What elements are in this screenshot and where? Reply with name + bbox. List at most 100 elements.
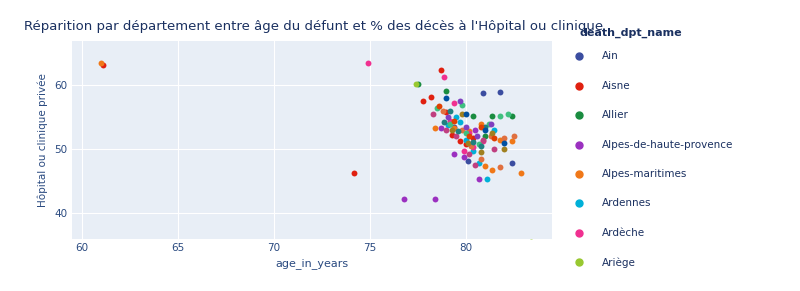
Point [398,197,410,201]
Point [474,144,487,148]
Point [474,125,487,129]
Point [434,68,447,72]
Point [451,129,464,134]
Point [488,147,501,152]
Point [448,126,461,131]
Point [467,114,480,118]
Point [458,155,470,159]
Text: Ariège: Ariège [602,257,635,268]
Point [448,100,461,105]
Point [474,121,487,126]
Point [498,141,510,145]
Point [446,132,458,137]
Point [478,134,491,139]
Point [486,131,499,136]
Point [477,91,490,95]
Point [474,150,487,155]
Point [446,128,458,132]
Point [455,102,468,107]
Point [426,112,439,116]
Point [502,112,514,116]
Point [432,104,445,108]
Point [459,131,472,136]
Point [454,99,466,104]
Point [461,141,474,145]
Point [450,134,462,139]
Point [442,115,454,120]
X-axis label: age_in_years: age_in_years [275,258,349,269]
Point [442,123,454,127]
Y-axis label: Hôpital ou clinique privée: Hôpital ou clinique privée [38,73,49,207]
Point [467,139,480,144]
Point [515,171,528,175]
Point [459,137,472,142]
Point [438,120,451,125]
Point [473,142,486,146]
Point [461,158,474,163]
Point [506,114,518,118]
Point [477,137,490,142]
Point [459,112,472,116]
Point [463,134,476,139]
Text: Ain: Ain [602,51,618,61]
Point [488,135,501,140]
Point [480,177,493,182]
Point [348,171,361,175]
Point [440,88,453,93]
Point [506,139,518,143]
Point [429,126,442,131]
Point [494,114,506,118]
Point [458,148,470,153]
Text: death_dpt_name: death_dpt_name [579,28,682,38]
Point [478,128,491,132]
Point [467,148,480,153]
Point [417,99,430,104]
Text: Ardennes: Ardennes [602,198,651,208]
Point [473,177,486,182]
Point [477,139,490,143]
Point [478,125,491,129]
Point [507,134,520,139]
Point [448,152,461,157]
Point [470,134,483,139]
Point [467,145,480,150]
Point [96,63,109,67]
Point [459,125,472,129]
Point [469,128,482,132]
Point [444,118,457,123]
Point [436,109,449,113]
Point [454,120,466,124]
Point [465,144,478,148]
Point [444,109,457,113]
Point [482,121,495,126]
Point [444,121,457,126]
Point [410,82,422,86]
Point [494,165,506,169]
Point [411,82,424,86]
Point [450,115,462,120]
Point [448,118,461,123]
Point [486,114,499,118]
Point [362,61,374,65]
Point [440,96,453,100]
Point [484,121,497,126]
Point [459,142,472,146]
Point [498,135,510,140]
Point [463,131,476,136]
Point [438,75,451,79]
Point [94,61,107,65]
Point [469,163,482,168]
Point [467,135,480,140]
Point [494,137,506,142]
Point [429,197,442,201]
Point [506,161,518,166]
Point [525,239,538,244]
Point [455,112,468,116]
Text: Alpes-maritimes: Alpes-maritimes [602,169,687,179]
Point [463,129,476,134]
Text: Allier: Allier [602,110,629,120]
Point [494,89,506,94]
Point [454,139,466,143]
Point [498,147,510,152]
Point [440,128,453,132]
